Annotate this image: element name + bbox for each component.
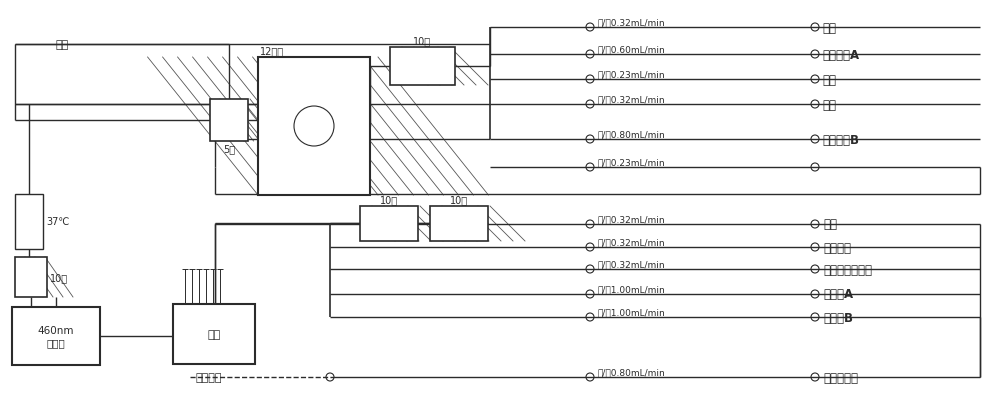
Text: 橙/白0.23mL/min: 橙/白0.23mL/min: [598, 70, 666, 79]
Text: 黑/黑0.32mL/min: 黑/黑0.32mL/min: [598, 259, 666, 269]
Text: 水或萃取液: 水或萃取液: [823, 371, 858, 384]
Text: 缓冲溶液B: 缓冲溶液B: [822, 133, 859, 146]
Bar: [258, 58, 370, 196]
Bar: [430, 207, 488, 241]
Text: 黑/黑0.32mL/min: 黑/黑0.32mL/min: [598, 237, 666, 246]
Text: 灰/灰1.00mL/min: 灰/灰1.00mL/min: [598, 307, 666, 316]
Text: 10匝: 10匝: [450, 194, 468, 205]
Bar: [210, 100, 248, 142]
Bar: [12, 307, 100, 365]
Text: 红/红0.80mL/min: 红/红0.80mL/min: [598, 367, 666, 376]
Text: 黑/黑0.32mL/min: 黑/黑0.32mL/min: [598, 95, 666, 104]
Text: 到取样器: 到取样器: [195, 372, 222, 382]
Text: 解毒液A: 解毒液A: [823, 288, 853, 301]
Text: 红/红0.80mL/min: 红/红0.80mL/min: [598, 130, 666, 139]
Text: 37℃: 37℃: [46, 216, 69, 226]
Bar: [390, 48, 455, 86]
Bar: [15, 194, 43, 249]
Bar: [360, 207, 418, 241]
Text: 空气: 空气: [822, 98, 836, 111]
Text: 10匝: 10匝: [380, 194, 398, 205]
Text: 解毒液B: 解毒液B: [823, 311, 853, 324]
Text: 12英寸: 12英寸: [260, 46, 284, 56]
Text: 黑/黑0.32mL/min: 黑/黑0.32mL/min: [598, 18, 666, 27]
Text: 灰/灰1.00mL/min: 灰/灰1.00mL/min: [598, 284, 666, 293]
Text: 废液: 废液: [55, 40, 68, 50]
Bar: [173, 304, 255, 364]
Text: 460nm
比色计: 460nm 比色计: [38, 325, 74, 347]
Text: 白/白0.60mL/min: 白/白0.60mL/min: [598, 45, 666, 54]
Text: 废液: 废液: [207, 329, 221, 339]
Text: 橙/白0.23mL/min: 橙/白0.23mL/min: [598, 158, 666, 166]
Text: 空气: 空气: [822, 21, 836, 34]
Text: 二氯异氰尿酸钠: 二氯异氰尿酸钠: [823, 263, 872, 276]
Text: 黑/黑0.32mL/min: 黑/黑0.32mL/min: [598, 215, 666, 224]
Text: 5匝: 5匝: [223, 144, 235, 153]
Text: 空气: 空气: [823, 218, 837, 231]
Text: 硫氰化钾: 硫氰化钾: [823, 241, 851, 254]
Text: 10匝: 10匝: [413, 36, 431, 46]
Text: 缓冲溶液A: 缓冲溶液A: [822, 48, 859, 61]
Text: 样品: 样品: [822, 73, 836, 86]
Text: 10匝: 10匝: [50, 272, 68, 282]
Bar: [15, 257, 47, 297]
